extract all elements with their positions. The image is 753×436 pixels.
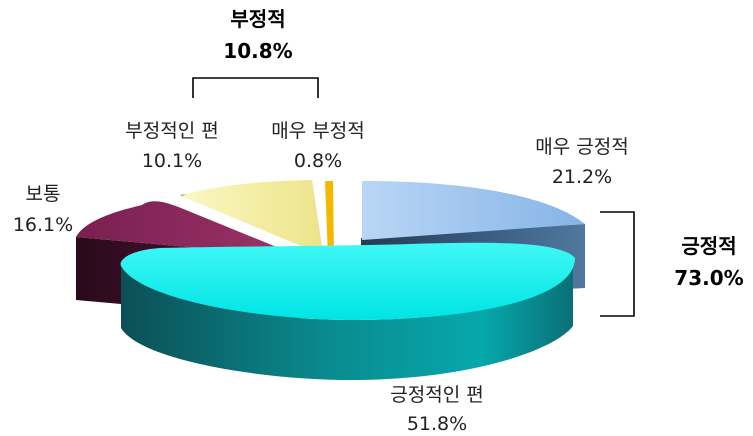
slice-somewhat-positive-top [120, 242, 576, 320]
positive-group-bracket [600, 211, 635, 317]
slice-somewhat-positive-side [121, 262, 573, 380]
slice-value-neutral: 16.1% [13, 214, 73, 236]
slice-value-very-negative: 0.8% [294, 150, 342, 172]
slice-very-positive-top [362, 181, 585, 240]
negative-group-bracket [192, 77, 319, 98]
slice-very-negative-top [325, 181, 334, 257]
slice-neutral-top [76, 201, 301, 257]
slice-somewhat-negative [180, 180, 323, 255]
slice-label-somewhat-negative: 부정적인 편 [125, 120, 218, 142]
slice-label-very-negative: 매우 부정적 [271, 120, 364, 142]
slice-value-somewhat-positive: 51.8% [407, 413, 467, 435]
slice-label-very-positive: 매우 긍정적 [535, 136, 628, 158]
slice-label-somewhat-positive: 긍정적인 편 [390, 384, 483, 406]
group-value-positive: 73.0% [674, 266, 743, 290]
group-label-positive: 긍정적 [681, 234, 736, 258]
slice-value-somewhat-negative: 10.1% [142, 150, 202, 172]
slice-label-neutral: 보통 [26, 183, 61, 205]
group-value-negative: 10.8% [223, 39, 292, 63]
group-label-negative: 부정적 [230, 7, 285, 31]
slice-somewhat-positive [120, 242, 576, 380]
slice-value-very-positive: 21.2% [552, 166, 612, 188]
slice-somewhat-negative-top [181, 180, 323, 255]
